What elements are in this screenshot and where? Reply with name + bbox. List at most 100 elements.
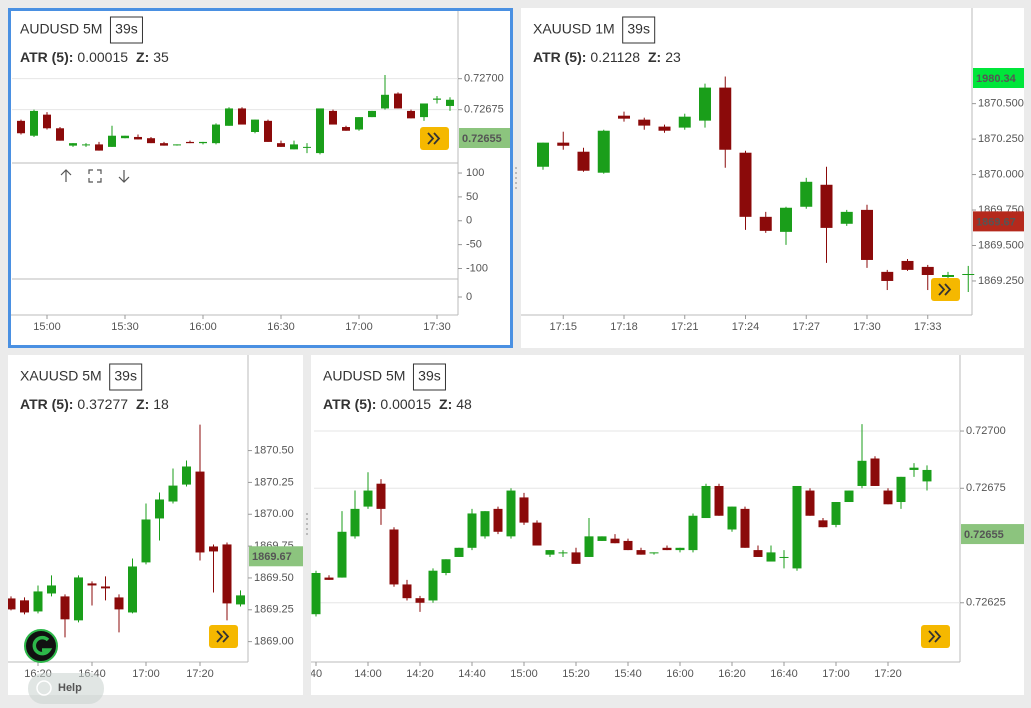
candle-body xyxy=(407,110,415,119)
candle-body xyxy=(962,274,975,276)
candle-body xyxy=(56,128,64,141)
y-tick-label: 0.72625 xyxy=(966,597,1006,609)
candle-body xyxy=(303,146,311,148)
chart-title: XAUUSD 5M xyxy=(20,368,102,384)
splitter-handle[interactable] xyxy=(515,177,517,179)
help-icon xyxy=(36,680,52,696)
help-label[interactable]: Help xyxy=(58,682,82,694)
candle-body xyxy=(921,266,934,275)
candle-body xyxy=(739,152,752,217)
x-tick-label: 17:18 xyxy=(610,321,638,333)
forward-icon xyxy=(216,630,230,643)
logo-mark xyxy=(32,635,53,656)
x-tick-label: 15:40 xyxy=(614,668,642,680)
splitter-handle[interactable] xyxy=(515,172,517,174)
x-tick-label: 15:00 xyxy=(33,321,61,333)
candle-body xyxy=(610,538,620,544)
candle-body xyxy=(311,572,321,615)
forward-button[interactable] xyxy=(921,625,950,648)
splitter-handle[interactable] xyxy=(306,513,308,515)
splitter-handle[interactable] xyxy=(515,187,517,189)
x-tick-label: 15:30 xyxy=(111,321,139,333)
price-tag-label: 0.72655 xyxy=(462,133,502,145)
x-tick-label: 17:24 xyxy=(732,321,760,333)
candle-body xyxy=(8,598,16,610)
forward-button[interactable] xyxy=(420,127,449,150)
splitter-handle[interactable] xyxy=(515,167,517,169)
candle-body xyxy=(168,485,178,502)
timer: 39s xyxy=(114,368,137,384)
atr-line: ATR (5): 0.00015 Z: 35 xyxy=(20,49,169,65)
candle-body xyxy=(381,94,389,109)
candle-body xyxy=(141,519,151,563)
x-tick-label: 40 xyxy=(310,668,322,680)
candle-body xyxy=(134,136,142,140)
splitter-handle[interactable] xyxy=(306,523,308,525)
candle-body xyxy=(376,483,386,509)
candle-body xyxy=(896,476,906,503)
timer-box xyxy=(109,363,143,391)
z-value: 18 xyxy=(153,396,169,412)
candle-body xyxy=(222,544,232,604)
candle-body xyxy=(623,540,633,551)
price-tag-label: 1869.67 xyxy=(976,216,1016,228)
splitter-handle[interactable] xyxy=(306,533,308,535)
atr-line: ATR (5): 0.37277 Z: 18 xyxy=(20,396,169,412)
x-tick-label: 17:33 xyxy=(914,321,942,333)
splitter-handle[interactable] xyxy=(306,528,308,530)
forward-button[interactable] xyxy=(931,278,960,301)
candle-body xyxy=(236,595,245,605)
indicator-tick-label: 0 xyxy=(466,291,472,303)
candle-body xyxy=(173,144,181,146)
y-tick-label: 1870.50 xyxy=(254,444,294,456)
timer: 39s xyxy=(627,21,650,37)
timer-box xyxy=(622,16,656,44)
candle-body xyxy=(95,144,103,151)
y-tick-label: 1869.500 xyxy=(978,239,1024,251)
splitter-handle[interactable] xyxy=(515,182,517,184)
x-tick-label: 17:00 xyxy=(132,668,160,680)
y-tick-label: 1870.25 xyxy=(254,476,294,488)
candle-body xyxy=(584,536,594,557)
candle-body xyxy=(428,570,438,601)
atr-value: 0.37277 xyxy=(77,396,128,412)
help-button[interactable] xyxy=(28,673,104,704)
candle-body xyxy=(446,99,454,106)
candle-body xyxy=(316,108,324,154)
chart-panel[interactable]: 0.72700 0.72675 15:00 15:30 16:00 16:30 17:00 1… xyxy=(8,8,523,348)
x-tick-label: 17:15 xyxy=(549,321,577,333)
x-tick-label: 14:40 xyxy=(458,668,486,680)
indicator-tick-label: 100 xyxy=(466,167,484,179)
atr-value: 0.00015 xyxy=(380,396,431,412)
y-tick-label: 1870.000 xyxy=(978,168,1024,180)
x-tick-label: 16:20 xyxy=(718,668,746,680)
forward-button[interactable] xyxy=(209,625,238,648)
z-label: Z: xyxy=(136,49,149,65)
y-tick-label: 1870.00 xyxy=(254,508,294,520)
candle-body xyxy=(209,546,218,552)
candle-body xyxy=(942,274,954,277)
y-tick-label: 0.72700 xyxy=(966,425,1006,437)
atr-line: ATR (5): 0.21128 Z: 23 xyxy=(533,49,681,65)
y-tick-label: 1870.250 xyxy=(978,133,1024,145)
panel-background xyxy=(311,355,1024,695)
candle-body xyxy=(870,458,880,486)
candle-body xyxy=(636,550,646,555)
candle-body xyxy=(238,108,246,125)
candle-body xyxy=(675,547,685,551)
splitter-handle[interactable] xyxy=(306,518,308,520)
x-tick-label: 17:30 xyxy=(423,321,451,333)
x-tick-label: 14:20 xyxy=(406,668,434,680)
chart-panel[interactable]: 0.72700 0.72675 0.72625 40 14:00 14:20 14:40 15… xyxy=(310,355,1025,695)
candle-body xyxy=(597,536,607,541)
atr-value: 0.21128 xyxy=(590,49,640,65)
candle-body xyxy=(780,207,792,232)
candle-body xyxy=(82,144,90,146)
toolbar-icon[interactable] xyxy=(118,170,130,183)
toolbar-icon[interactable] xyxy=(60,169,72,182)
forward-icon xyxy=(938,283,952,296)
chart-panel[interactable]: 1870.5001870.2501870.0001869.7501869.500… xyxy=(521,8,1031,348)
toolbar-icon[interactable] xyxy=(88,169,102,183)
candle-body xyxy=(17,120,25,134)
timer-box xyxy=(109,16,143,44)
